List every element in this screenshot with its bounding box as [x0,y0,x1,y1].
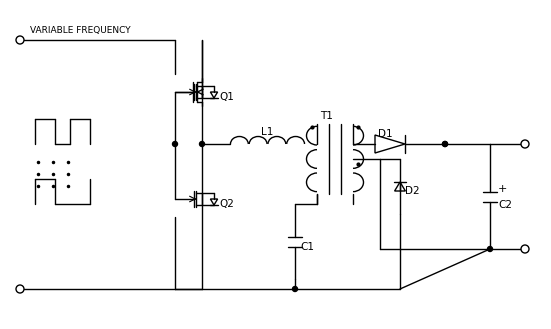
Text: C2: C2 [498,199,512,210]
Circle shape [488,246,493,251]
Circle shape [521,245,529,253]
Circle shape [199,141,204,146]
Text: D1: D1 [377,129,392,139]
Text: D2: D2 [405,187,420,196]
Text: L1: L1 [261,127,274,137]
Circle shape [172,141,177,146]
Text: T1: T1 [321,111,333,121]
Text: Q1: Q1 [219,92,234,102]
Text: +: + [498,184,507,193]
Circle shape [293,287,298,291]
Text: C1: C1 [300,241,314,251]
Circle shape [16,36,24,44]
Circle shape [442,141,447,146]
Text: VARIABLE FREQUENCY: VARIABLE FREQUENCY [30,26,131,35]
Circle shape [16,285,24,293]
Circle shape [442,141,447,146]
Text: Q2: Q2 [219,199,234,209]
Circle shape [521,140,529,148]
